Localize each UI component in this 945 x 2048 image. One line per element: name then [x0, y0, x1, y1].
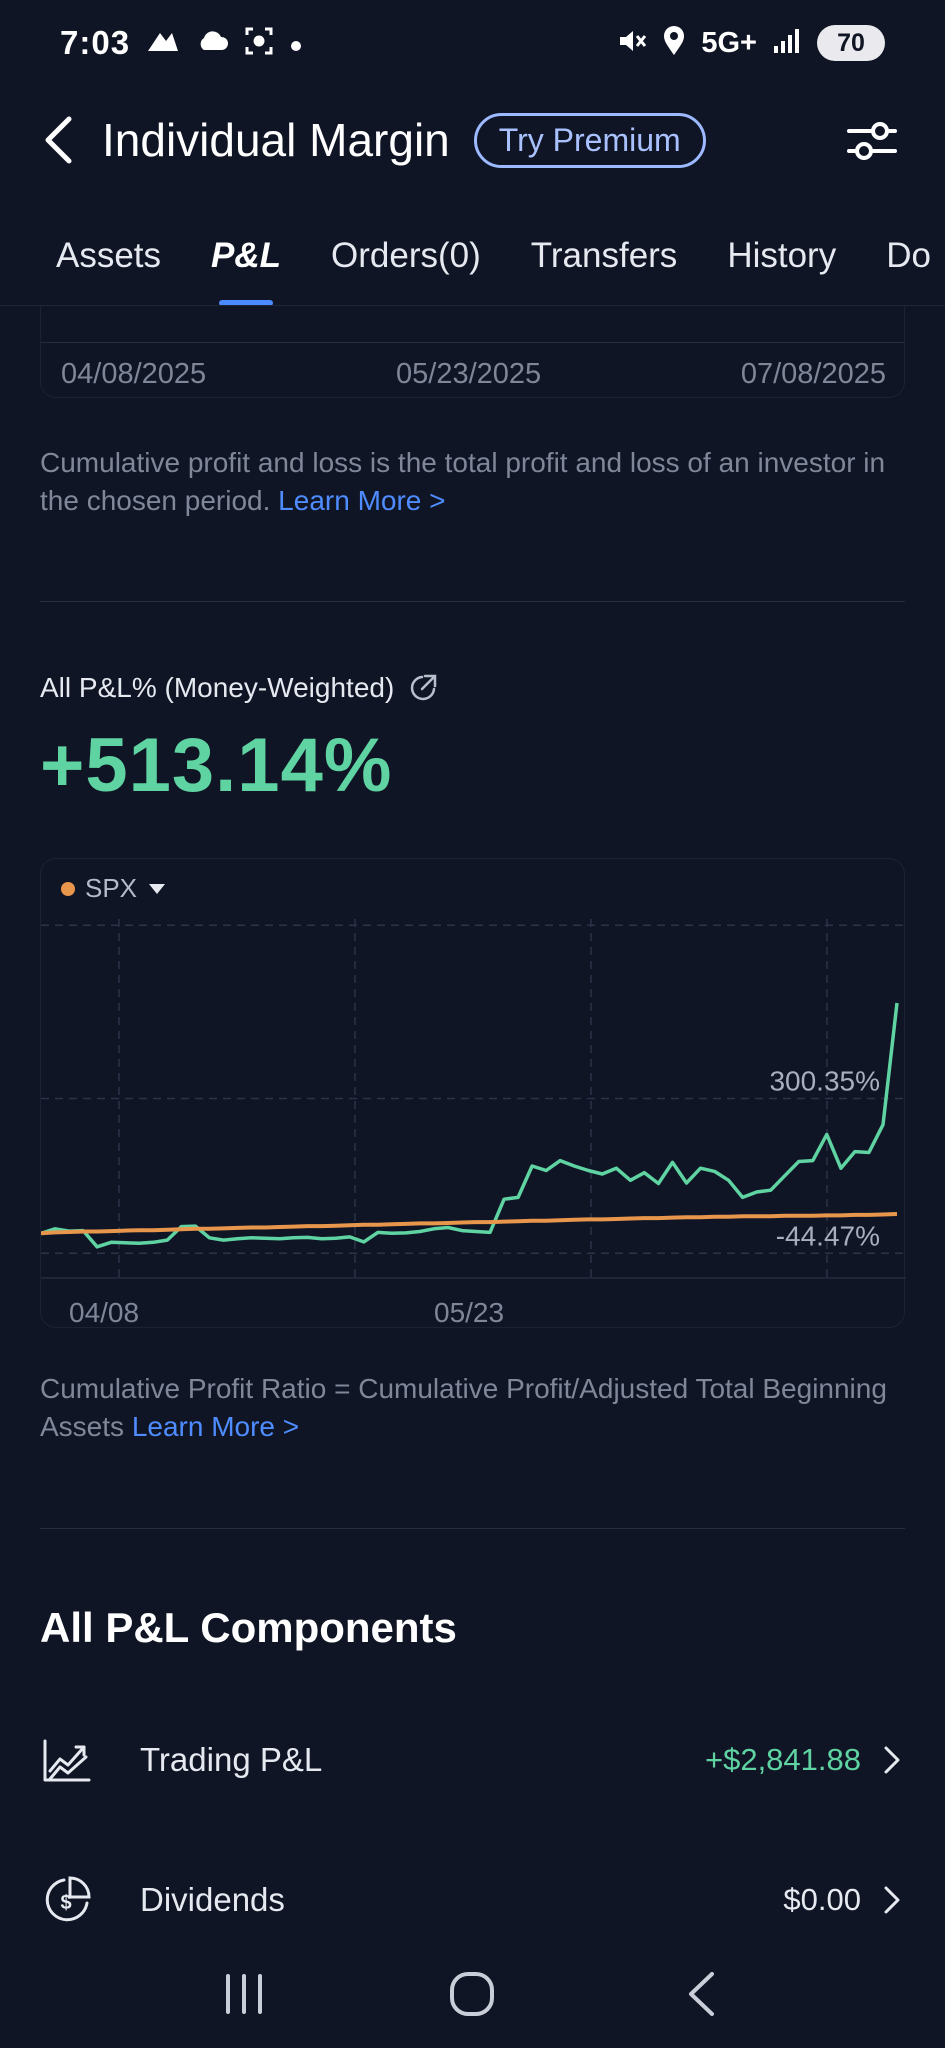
try-premium-button[interactable]: Try Premium [473, 112, 706, 168]
tab-pl[interactable]: P&L [211, 226, 281, 305]
y-tick-label: -44.47% [776, 1220, 880, 1251]
chart-date-label: 07/08/2025 [740, 358, 886, 390]
tab-history[interactable]: History [727, 236, 837, 275]
recent-apps-icon [226, 1974, 263, 2014]
home-button[interactable] [432, 1954, 512, 2034]
section-divider [40, 601, 905, 602]
dividend-dollar-icon: $ [40, 1873, 94, 1927]
component-label: Trading P&L [140, 1741, 323, 1778]
benchmark-dot [61, 881, 75, 896]
learn-more-link[interactable]: Learn More > [131, 1411, 300, 1442]
network-type: 5G+ [701, 26, 757, 59]
components-title: All P&L Components [40, 1604, 457, 1651]
learn-more-link[interactable]: Learn More > [278, 485, 446, 516]
x-tick-label: 04/08 [69, 1297, 140, 1328]
benchmark-line [41, 1212, 898, 1236]
recent-apps-button[interactable] [204, 1954, 284, 2034]
component-row-trading[interactable]: Trading P&L +$2,841.88 [40, 1720, 905, 1800]
caret-down-icon [149, 883, 166, 894]
component-label: Dividends [140, 1881, 285, 1918]
settings-sliders-button[interactable] [843, 112, 901, 170]
profit-ratio-description: Cumulative Profit Ratio = Cumulative Pro… [40, 1370, 910, 1446]
pl-label-text: All P&L% (Money-Weighted) [40, 672, 395, 703]
component-value: +$2,841.88 [704, 1742, 861, 1777]
tab-documents[interactable]: Do [886, 236, 931, 275]
pl-percent-label: All P&L% (Money-Weighted) [40, 672, 438, 704]
system-nav-bar [0, 1940, 945, 2048]
app-notification-icon [146, 27, 180, 60]
share-icon[interactable] [408, 673, 438, 703]
screenshot-icon [244, 26, 274, 61]
ratio-text: Cumulative Profit Ratio = Cumulative Pro… [40, 1373, 887, 1442]
battery-indicator: 70 [817, 25, 885, 61]
component-row-dividends[interactable]: $ Dividends $0.00 [40, 1860, 905, 1940]
trading-chart-icon [40, 1733, 94, 1787]
pl-percent-value: +513.14% [40, 723, 393, 808]
description-text: Cumulative profit and loss is the total … [40, 447, 886, 516]
y-tick-label: 300.35% [769, 1065, 880, 1096]
app-header: Individual Margin Try Premium [0, 100, 945, 180]
pl-line-chart[interactable]: 300.35% -44.47% [41, 919, 906, 1289]
chevron-left-icon [45, 116, 72, 164]
back-nav-icon [688, 1972, 714, 2016]
tab-assets[interactable]: Assets [56, 236, 162, 275]
notification-dot-icon [290, 29, 302, 57]
sliders-icon [847, 122, 897, 160]
status-bar: 7:03 5G+ 70 [0, 0, 945, 86]
status-time: 7:03 [60, 24, 131, 61]
cumulative-pl-chart-card: 04/08/2025 05/23/2025 07/08/2025 [40, 306, 905, 398]
tab-orders[interactable]: Orders(0) [331, 236, 481, 275]
chart-date-label: 05/23/2025 [396, 358, 542, 390]
back-nav-button[interactable] [661, 1954, 741, 2034]
benchmark-label: SPX [85, 873, 138, 903]
chart-date-label: 04/08/2025 [61, 358, 207, 390]
page-title: Individual Margin [102, 114, 450, 166]
pl-chart-card: SPX 300.35% -44.47% 04/08 05/23 [40, 858, 906, 1328]
home-icon [450, 1972, 495, 2016]
chevron-right-icon [879, 1740, 905, 1780]
cumulative-pl-description: Cumulative profit and loss is the total … [40, 444, 910, 520]
account-tabs: Assets P&L Orders(0) Transfers History D… [0, 226, 945, 306]
back-button[interactable] [38, 110, 78, 170]
chevron-right-icon [879, 1880, 905, 1920]
location-icon [663, 25, 685, 61]
portfolio-pl-line [41, 1002, 899, 1249]
tab-transfers[interactable]: Transfers [530, 236, 678, 275]
signal-icon [773, 28, 801, 59]
chart-axis-line [41, 342, 904, 343]
benchmark-selector[interactable]: SPX [61, 873, 167, 904]
mute-icon [617, 27, 647, 60]
svg-text:$: $ [60, 1892, 71, 1914]
x-tick-label: 05/23 [434, 1297, 505, 1328]
component-value: $0.00 [783, 1882, 861, 1917]
section-divider [40, 1528, 905, 1529]
cloud-icon [196, 29, 229, 57]
